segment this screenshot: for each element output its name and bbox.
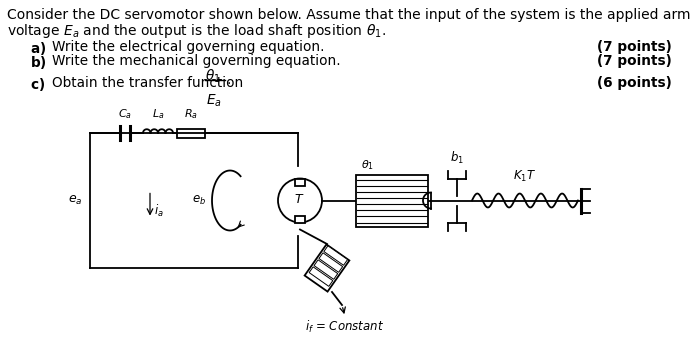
Text: .: . [227, 73, 231, 87]
Text: (7 points): (7 points) [598, 54, 672, 68]
Text: Write the mechanical governing equation.: Write the mechanical governing equation. [52, 54, 341, 68]
Text: $K_1T$: $K_1T$ [513, 169, 537, 184]
Text: $\bf{a)}$: $\bf{a)}$ [30, 40, 46, 57]
Bar [304, 244, 349, 292]
Text: $\bf{c)}$: $\bf{c)}$ [30, 76, 45, 93]
Bar [309, 267, 333, 286]
Text: Consider the DC servomotor shown below. Assume that the input of the system is t: Consider the DC servomotor shown below. … [7, 8, 690, 22]
Text: Write the electrical governing equation.: Write the electrical governing equation. [52, 40, 324, 54]
Bar [295, 216, 305, 222]
Text: voltage $\mathit{E}_a$ and the output is the load shaft position $\theta_1$.: voltage $\mathit{E}_a$ and the output is… [7, 22, 386, 40]
Text: $\theta_1$: $\theta_1$ [205, 68, 221, 86]
Text: (6 points): (6 points) [598, 76, 672, 90]
Bar [324, 246, 348, 265]
Bar [319, 253, 343, 272]
Text: $E_a$: $E_a$ [206, 93, 221, 109]
Text: $L_a$: $L_a$ [152, 107, 164, 121]
Bar [356, 174, 428, 226]
Text: $e_b$: $e_b$ [192, 194, 206, 207]
Text: $C_a$: $C_a$ [118, 107, 132, 121]
Text: $\bf{b)}$: $\bf{b)}$ [30, 54, 47, 71]
Bar [177, 129, 205, 138]
Text: Obtain the transfer function: Obtain the transfer function [52, 76, 244, 90]
Bar [314, 260, 337, 279]
Text: (7 points): (7 points) [598, 40, 672, 54]
Text: $R_a$: $R_a$ [184, 107, 198, 121]
Bar [295, 178, 305, 186]
Text: $T$: $T$ [294, 193, 304, 206]
Text: $e_a$: $e_a$ [68, 194, 82, 207]
Text: $i_f$ = Constant: $i_f$ = Constant [306, 319, 384, 335]
Text: $i_a$: $i_a$ [154, 203, 164, 218]
Text: $b_1$: $b_1$ [450, 151, 464, 166]
Text: $\theta_1$: $\theta_1$ [361, 159, 374, 173]
